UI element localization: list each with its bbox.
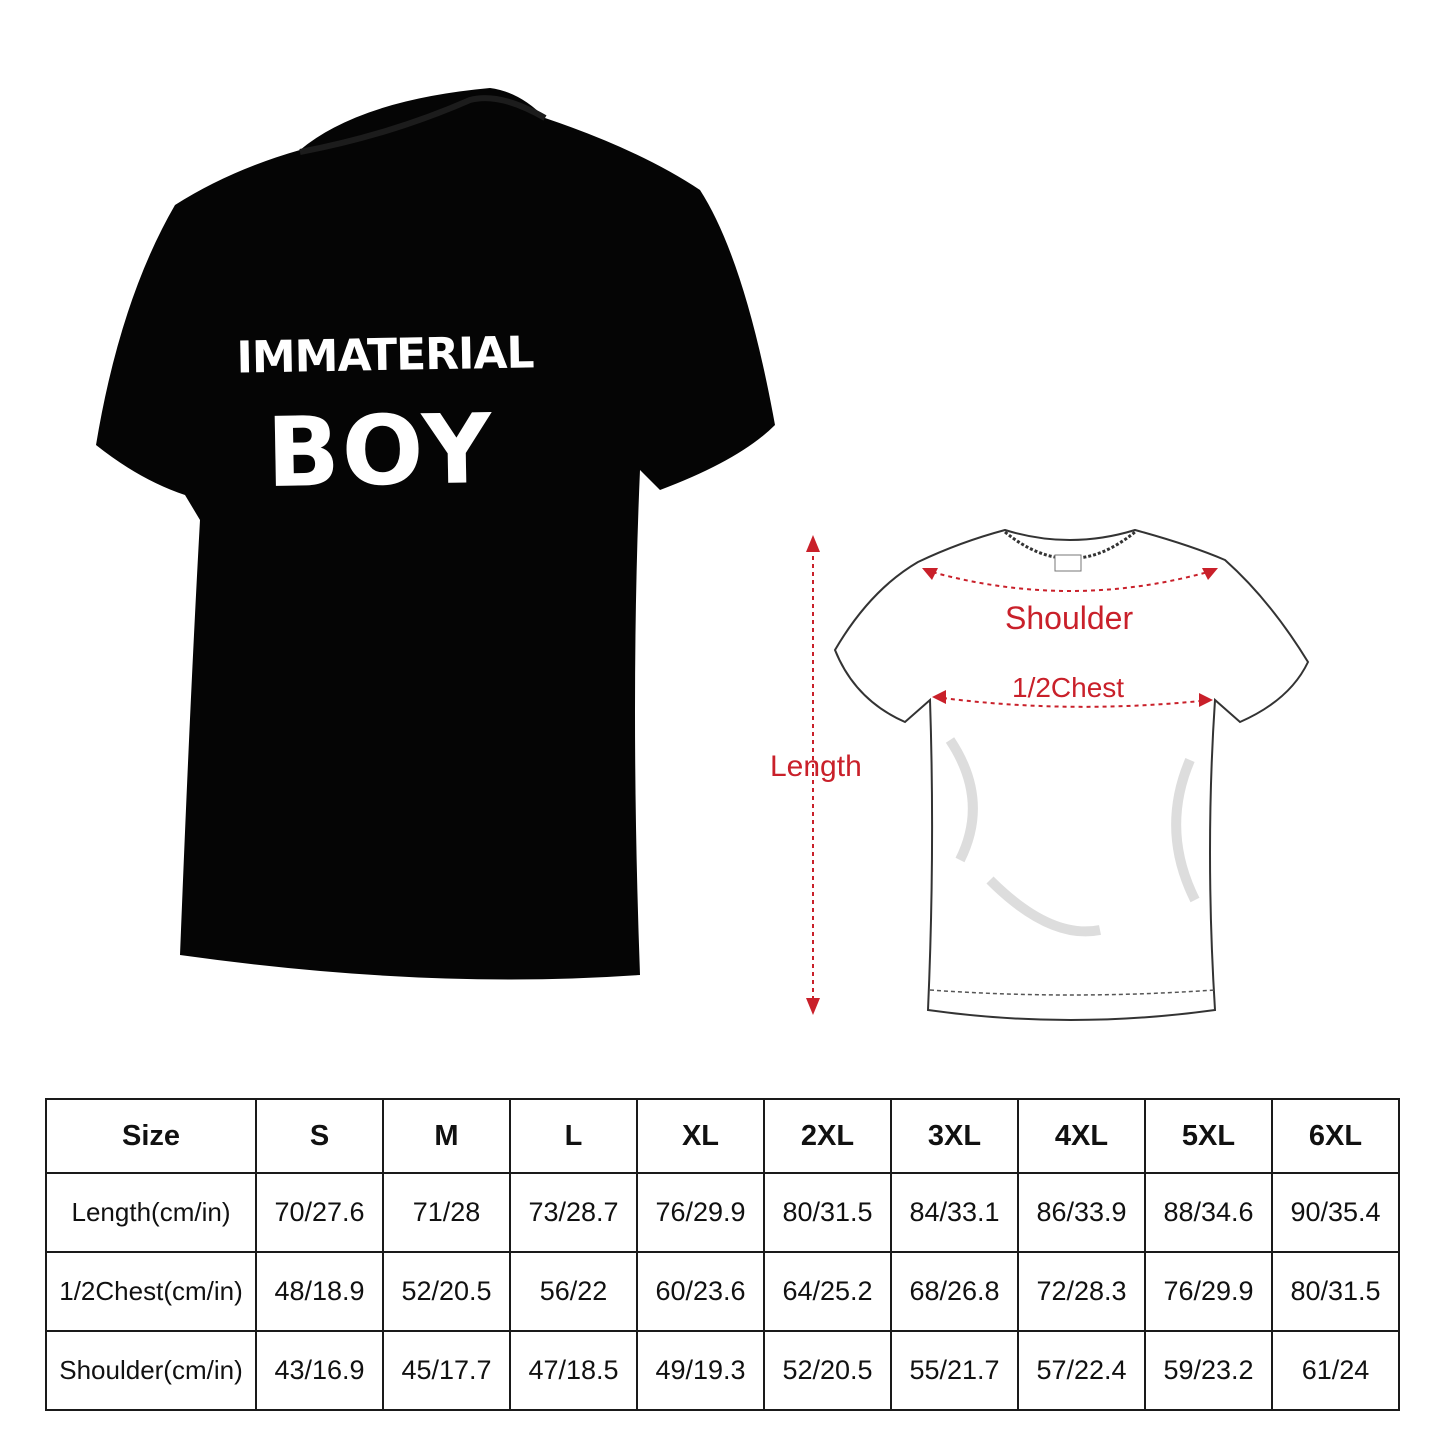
size-header-cell: S bbox=[255, 1098, 384, 1174]
chest-arrow-left bbox=[932, 690, 946, 704]
shoulder-arrow-right bbox=[1202, 568, 1218, 580]
diagram-neck-label bbox=[1054, 554, 1082, 572]
row-label: Shoulder(cm/in) bbox=[45, 1330, 257, 1411]
size-header-cell: Size bbox=[45, 1098, 257, 1174]
size-chart-row: Length(cm/in) 70/27.6 71/28 73/28.7 76/29.9 8… bbox=[45, 1172, 1400, 1253]
tshirt-collar bbox=[299, 95, 547, 155]
shoulder-arrow-left bbox=[922, 568, 938, 580]
row-label: 1/2Chest(cm/in) bbox=[45, 1251, 257, 1332]
size-header-cell: 5XL bbox=[1144, 1098, 1273, 1174]
shirt-print-line1: IMMATERIAL bbox=[236, 327, 534, 384]
size-header-cell: XL bbox=[636, 1098, 765, 1174]
measurement-cell: 52/20.5 bbox=[763, 1330, 892, 1411]
measurement-cell: 84/33.1 bbox=[890, 1172, 1019, 1253]
measurement-cell: 70/27.6 bbox=[255, 1172, 384, 1253]
size-header-cell: 6XL bbox=[1271, 1098, 1400, 1174]
tshirt-body bbox=[96, 88, 775, 980]
shoulder-measure-line bbox=[924, 569, 1216, 592]
shoulder-label: Shoulder bbox=[1005, 600, 1134, 636]
size-chart-row: 1/2Chest(cm/in) 48/18.9 52/20.5 56/22 60/23.… bbox=[45, 1251, 1400, 1332]
measurement-cell: 61/24 bbox=[1271, 1330, 1400, 1411]
measurement-cell: 45/17.7 bbox=[382, 1330, 511, 1411]
measurement-cell: 73/28.7 bbox=[509, 1172, 638, 1253]
measurement-cell: 68/26.8 bbox=[890, 1251, 1019, 1332]
measurement-diagram bbox=[806, 528, 1310, 1021]
measurement-cell: 49/19.3 bbox=[636, 1330, 765, 1411]
shirt-print-line2: BOY bbox=[265, 393, 495, 509]
measurement-cell: 48/18.9 bbox=[255, 1251, 384, 1332]
measurement-cell: 76/29.9 bbox=[1144, 1251, 1273, 1332]
row-label: Length(cm/in) bbox=[45, 1172, 257, 1253]
length-arrow-top bbox=[806, 535, 820, 552]
measurement-cell: 71/28 bbox=[382, 1172, 511, 1253]
measurement-cell: 56/22 bbox=[509, 1251, 638, 1332]
measurement-cell: 60/23.6 bbox=[636, 1251, 765, 1332]
size-header-cell: 4XL bbox=[1017, 1098, 1146, 1174]
black-tshirt-image bbox=[96, 88, 775, 980]
size-header-cell: M bbox=[382, 1098, 511, 1174]
measurement-cell: 55/21.7 bbox=[890, 1330, 1019, 1411]
measurement-cell: 90/35.4 bbox=[1271, 1172, 1400, 1253]
size-header-cell: 3XL bbox=[890, 1098, 1019, 1174]
measurement-cell: 80/31.5 bbox=[763, 1172, 892, 1253]
measurement-cell: 47/18.5 bbox=[509, 1330, 638, 1411]
size-header-row: Size S M L XL 2XL 3XL 4XL 5XL 6XL bbox=[45, 1098, 1400, 1174]
size-chart-row: Shoulder(cm/in) 43/16.9 45/17.7 47/18.5 49/1… bbox=[45, 1330, 1400, 1411]
chest-label: 1/2Chest bbox=[1012, 672, 1125, 703]
size-header-cell: 2XL bbox=[763, 1098, 892, 1174]
chest-measure-line bbox=[934, 696, 1211, 708]
measurement-cell: 88/34.6 bbox=[1144, 1172, 1273, 1253]
chest-arrow-right bbox=[1199, 693, 1213, 707]
diagram-shading bbox=[945, 737, 1200, 937]
measurement-cell: 59/23.2 bbox=[1144, 1330, 1273, 1411]
size-chart-table: Size S M L XL 2XL 3XL 4XL 5XL 6XL Length… bbox=[45, 1098, 1400, 1411]
measurement-cell: 43/16.9 bbox=[255, 1330, 384, 1411]
length-label: Length bbox=[770, 750, 862, 783]
measurement-cell: 76/29.9 bbox=[636, 1172, 765, 1253]
length-arrow-bottom bbox=[806, 998, 820, 1015]
size-header-cell: L bbox=[509, 1098, 638, 1174]
measurement-cell: 86/33.9 bbox=[1017, 1172, 1146, 1253]
measurement-cell: 52/20.5 bbox=[382, 1251, 511, 1332]
diagram-hem-stitch bbox=[929, 989, 1216, 996]
measurement-cell: 64/25.2 bbox=[763, 1251, 892, 1332]
measurement-cell: 57/22.4 bbox=[1017, 1330, 1146, 1411]
measurement-cell: 72/28.3 bbox=[1017, 1251, 1146, 1332]
measurement-cell: 80/31.5 bbox=[1271, 1251, 1400, 1332]
